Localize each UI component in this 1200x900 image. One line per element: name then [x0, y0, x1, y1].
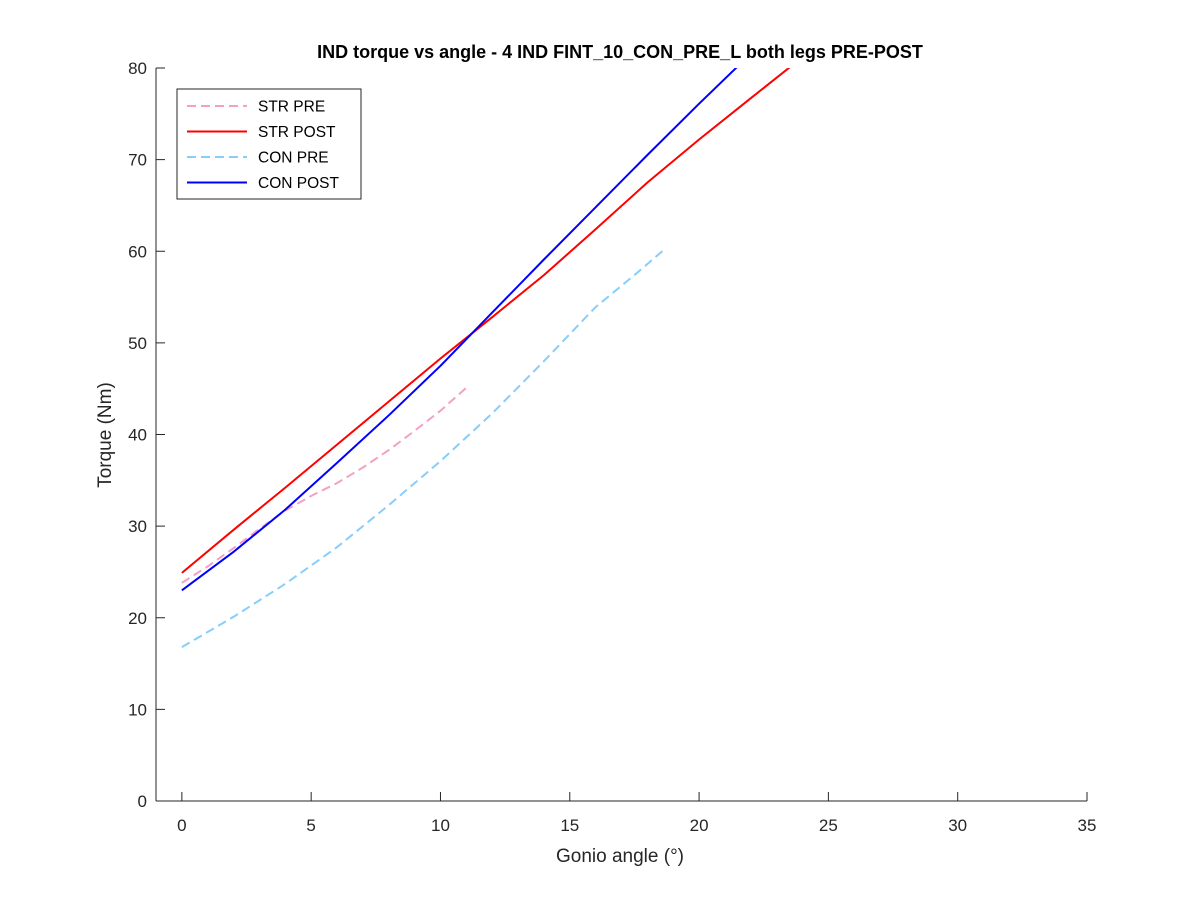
- series-line-str-post: [181, 68, 791, 574]
- x-tick-label: 35: [1078, 816, 1097, 835]
- x-tick-label: 15: [560, 816, 579, 835]
- series-line-con-post: [181, 68, 738, 592]
- legend-box: [176, 88, 362, 200]
- x-tick-label: 0: [177, 816, 186, 835]
- y-tick-label: 0: [138, 792, 147, 811]
- y-tick-label: 50: [128, 334, 147, 353]
- x-tick-label: 25: [819, 816, 838, 835]
- series-line-str-pre: [181, 387, 467, 584]
- legend-label: STR PRE: [258, 99, 325, 116]
- y-tick-label: 10: [128, 700, 147, 719]
- y-axis-label: Torque (Nm): [95, 382, 116, 488]
- y-tick-label: 20: [128, 609, 147, 628]
- y-tick-label: 40: [128, 426, 147, 445]
- x-tick-label: 20: [690, 816, 709, 835]
- y-ticks: 0 10 20 30 40 50 60 70 80: [128, 59, 165, 811]
- series-line-con-pre: [181, 247, 667, 648]
- y-tick-label: 60: [128, 242, 147, 261]
- legend-label: CON PRE: [258, 150, 329, 167]
- x-tick-label: 10: [431, 816, 450, 835]
- x-tick-label: 5: [306, 816, 315, 835]
- x-tick-label: 30: [948, 816, 967, 835]
- legend-label: CON POST: [258, 175, 339, 192]
- x-axis-label: Gonio angle (°): [556, 846, 684, 867]
- legend-label: STR POST: [258, 124, 336, 141]
- legend: STR PRE STR POST CON PRE CON POST: [176, 88, 362, 200]
- y-tick-label: 80: [128, 59, 147, 78]
- series-layer: [181, 68, 791, 648]
- y-tick-label: 30: [128, 517, 147, 536]
- y-tick-label: 70: [128, 151, 147, 170]
- legend-entries: STR PRE STR POST CON PRE CON POST: [187, 99, 339, 192]
- chart-title: IND torque vs angle - 4 IND FINT_10_CON_…: [317, 42, 923, 62]
- x-ticks: 0 5 10 15 20 25 30 35: [177, 792, 1096, 835]
